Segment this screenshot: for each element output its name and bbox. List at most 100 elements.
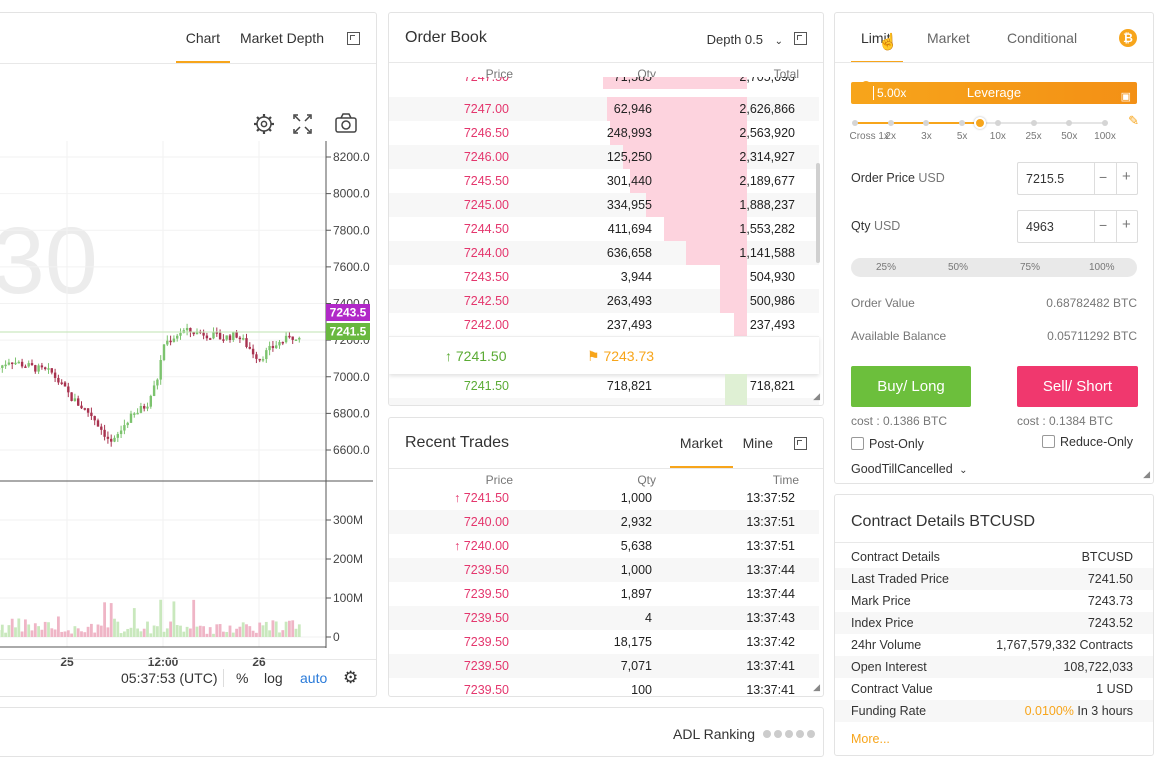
expand-icon[interactable] <box>794 32 807 45</box>
volume-bar <box>66 630 70 637</box>
candle-body <box>215 332 218 334</box>
gear-icon[interactable]: ⚙ <box>343 668 359 687</box>
volume-bar <box>57 616 60 637</box>
candle-body <box>232 331 235 340</box>
leverage-step-label[interactable]: 25x <box>1025 131 1042 142</box>
leverage-step-dot[interactable] <box>887 120 894 126</box>
candle-body <box>228 335 232 340</box>
ask-row[interactable]: 7244.50 411,694 1,553,282 <box>389 217 819 241</box>
leverage-step-dot[interactable] <box>994 120 1001 126</box>
candle-body <box>202 332 205 336</box>
ask-row[interactable]: 7244.00 636,658 1,141,588 <box>389 241 819 265</box>
leverage-step-label[interactable]: 5x <box>956 131 968 142</box>
leverage-step-label[interactable]: 3x <box>921 131 932 142</box>
scrollbar[interactable] <box>816 163 820 263</box>
ask-row[interactable]: 7245.00 334,955 1,888,237 <box>389 193 819 217</box>
leverage-lock-icon[interactable]: ▣ <box>1120 91 1131 103</box>
ask-row[interactable]: 7245.50 301,440 2,189,677 <box>389 169 819 193</box>
tab-conditional[interactable]: Conditional <box>1007 30 1078 46</box>
qty-input[interactable] <box>1018 211 1092 242</box>
depth-select[interactable]: Depth 0.5 ⌄ <box>706 32 783 47</box>
qty-decrement[interactable]: − <box>1099 217 1108 233</box>
bid-row[interactable]: 7241.00 275,787 994,608 <box>389 398 819 405</box>
order-price-decrement[interactable]: − <box>1099 169 1108 185</box>
ask-row[interactable]: 7242.50 263,493 500,986 <box>389 289 819 313</box>
ask-row[interactable]: 7246.00 125,250 2,314,927 <box>389 145 819 169</box>
time-in-force-select[interactable]: GoodTillCancelled ⌄ <box>851 462 968 476</box>
buy-long-button[interactable]: Buy/ Long <box>851 366 971 407</box>
resize-handle[interactable]: ◢ <box>813 682 820 692</box>
more-link[interactable]: More... <box>851 732 890 746</box>
total-cell: 500,986 <box>749 294 795 308</box>
volume-bar <box>103 602 106 637</box>
bitcoin-icon[interactable]: ₿ <box>1119 29 1137 47</box>
ask-row[interactable]: 7242.00 237,493 237,493 <box>389 313 819 337</box>
expand-icon[interactable] <box>347 32 360 45</box>
recent-trades-panel: Recent Trades Market Mine Price Qty Time… <box>388 417 824 697</box>
leverage-step-label[interactable]: 10x <box>989 131 1006 142</box>
contract-detail-key: Mark Price <box>851 594 911 608</box>
ask-row[interactable]: 7243.50 3,944 504,930 <box>389 265 819 289</box>
leverage-step-dot[interactable] <box>852 120 858 126</box>
candle-body <box>225 335 228 340</box>
tab-market[interactable]: Market <box>927 30 970 46</box>
resize-handle[interactable]: ◢ <box>1143 469 1150 479</box>
leverage-step-dot[interactable] <box>1102 120 1108 126</box>
post-only-option[interactable]: Post-Only <box>851 437 924 451</box>
tab-chart[interactable]: Chart <box>175 13 231 63</box>
settings-icon[interactable] <box>254 114 274 134</box>
edit-icon[interactable]: ✎ <box>1128 113 1139 128</box>
leverage-step-label[interactable]: 2x <box>885 131 896 142</box>
candle-body <box>103 429 106 437</box>
reduce-only-checkbox[interactable] <box>1042 435 1055 448</box>
mark-price-indicator: ⚑ 7243.73 <box>587 348 655 364</box>
bid-row[interactable]: 7241.50 718,821 718,821 <box>389 374 819 398</box>
total-cell: 504,930 <box>749 270 795 284</box>
candle-body <box>40 365 44 368</box>
tab-market-depth[interactable]: Market Depth <box>239 30 324 46</box>
pct-100[interactable]: 100% <box>1089 262 1115 273</box>
depth-bar <box>725 398 747 405</box>
auto-scale-toggle[interactable]: auto <box>300 670 328 686</box>
leverage-step-label[interactable]: Cross 1x <box>849 131 889 142</box>
pct-75[interactable]: 75% <box>1020 262 1041 273</box>
ask-row[interactable]: 7247.00 62,946 2,626,866 <box>389 97 819 121</box>
pct-50[interactable]: 50% <box>948 262 969 273</box>
reduce-only-option[interactable]: Reduce-Only <box>1042 435 1133 449</box>
leverage-step-dot[interactable] <box>959 120 966 126</box>
fullscreen-icon[interactable] <box>293 114 312 134</box>
qty-cell: 334,955 <box>606 198 652 212</box>
candle-body <box>77 398 80 406</box>
pct-25[interactable]: 25% <box>876 262 897 273</box>
tab-market-trades[interactable]: Market <box>669 418 733 468</box>
candle-body <box>278 341 281 346</box>
leverage-step-dot[interactable] <box>1066 120 1073 126</box>
order-price-increment[interactable]: + <box>1122 168 1131 185</box>
sell-short-button[interactable]: Sell/ Short <box>1017 366 1138 407</box>
qty-increment[interactable]: + <box>1122 216 1131 233</box>
leverage-step-label[interactable]: 100x <box>1094 131 1116 142</box>
price-tick-label: 6800.0 <box>333 406 370 420</box>
candle-body <box>288 335 291 338</box>
candle-body <box>251 348 255 355</box>
price-cell: 7247.00 <box>463 102 509 116</box>
trade-row: 7239.50 4 13:37:43 <box>389 606 819 630</box>
camera-icon[interactable] <box>335 113 357 133</box>
trade-price: 7239.50 <box>463 635 509 649</box>
expand-icon[interactable] <box>794 437 807 450</box>
volume-bar <box>17 618 21 637</box>
leverage-step-dot[interactable] <box>923 120 930 126</box>
tab-my-trades[interactable]: Mine <box>742 435 773 451</box>
leverage-step-dot[interactable] <box>1030 120 1037 126</box>
post-only-checkbox[interactable] <box>851 437 864 450</box>
percent-scale-toggle[interactable]: % <box>236 670 249 686</box>
leverage-step-label[interactable]: 50x <box>1061 131 1078 142</box>
leverage-bar[interactable]: 5.00x Leverage ▣ <box>851 82 1137 104</box>
ask-row[interactable]: 7246.50 248,993 2,563,920 <box>389 121 819 145</box>
log-scale-toggle[interactable]: log <box>264 670 283 686</box>
leverage-slider-knob[interactable] <box>974 117 986 129</box>
order-price-input[interactable] <box>1018 163 1092 194</box>
resize-handle[interactable]: ◢ <box>813 391 820 401</box>
